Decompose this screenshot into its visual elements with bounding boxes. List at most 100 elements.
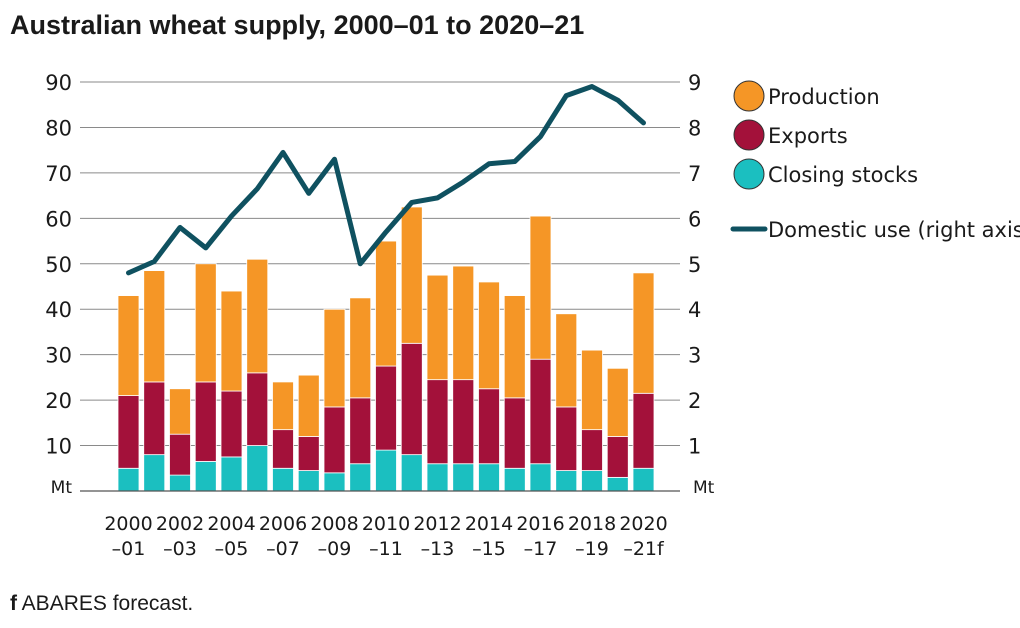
bar-closing-stocks bbox=[220, 456, 243, 492]
bar-exports bbox=[478, 388, 500, 465]
legend-swatch bbox=[733, 158, 765, 190]
bar-exports bbox=[297, 436, 320, 471]
bar-closing-stocks bbox=[349, 463, 372, 492]
bar-closing-stocks bbox=[323, 472, 346, 492]
x-tick-year: 2010 bbox=[362, 513, 410, 535]
right-tick-label: 4 bbox=[688, 298, 701, 322]
x-tick-sub: –07 bbox=[266, 538, 300, 560]
footnote-text: ABARES forecast. bbox=[17, 592, 194, 615]
bar-production bbox=[272, 381, 294, 431]
left-tick-label: 90 bbox=[45, 71, 72, 95]
legend: Production Exports Closing stocks Domestic … bbox=[730, 80, 1020, 242]
bar-exports bbox=[426, 379, 449, 465]
legend-label: Domestic use (right axis) bbox=[768, 218, 1020, 242]
bar-closing-stocks bbox=[606, 476, 629, 492]
bar-production bbox=[426, 274, 449, 381]
bar-exports bbox=[169, 433, 191, 476]
bar-production bbox=[246, 258, 269, 374]
bar-exports bbox=[117, 395, 140, 469]
x-tick-year: 2016 bbox=[516, 513, 564, 535]
bar-exports bbox=[220, 390, 243, 458]
bar-exports bbox=[581, 429, 603, 471]
bar-production bbox=[117, 295, 140, 396]
bar-exports bbox=[400, 342, 423, 456]
x-tick-sub: –15 bbox=[472, 538, 506, 560]
footnote-marker: f bbox=[10, 592, 17, 615]
bar-exports bbox=[452, 379, 475, 465]
bar-production bbox=[581, 349, 603, 431]
bar-exports bbox=[194, 381, 217, 462]
bar-closing-stocks bbox=[478, 463, 500, 492]
left-tick-label: 80 bbox=[45, 116, 72, 140]
bar-exports bbox=[272, 429, 294, 469]
bar-closing-stocks bbox=[297, 470, 320, 492]
bar-production bbox=[194, 263, 217, 383]
right-tick-label: 3 bbox=[688, 344, 701, 368]
legend-label: Closing stocks bbox=[768, 163, 918, 187]
x-tick-sub: –13 bbox=[421, 538, 455, 560]
left-tick-label: 30 bbox=[45, 344, 72, 368]
bar-closing-stocks bbox=[246, 445, 269, 492]
bar-production bbox=[478, 281, 500, 390]
right-axis-unit: Mt bbox=[693, 478, 715, 498]
x-tick-sub: –17 bbox=[524, 538, 558, 560]
x-tick-year: 2020 bbox=[619, 513, 667, 535]
bar-exports bbox=[349, 397, 372, 465]
bar-closing-stocks bbox=[426, 463, 449, 492]
x-axis-labels: 2000–012002–032004–052006–072008–092010–… bbox=[104, 513, 667, 560]
bar-closing-stocks bbox=[529, 463, 552, 492]
left-axis-unit: Mt bbox=[51, 478, 73, 498]
x-tick-year: 2004 bbox=[207, 513, 255, 535]
bar-closing-stocks bbox=[169, 474, 191, 492]
x-tick-sub: –09 bbox=[318, 538, 352, 560]
wheat-supply-chart: 10 20 30 40 50 60 70 80 90 1 2 3 4 5 6 7 8 9 Mt Mt 2000 –01 2… bbox=[45, 71, 1020, 560]
left-tick-label: 60 bbox=[45, 207, 72, 231]
bar-closing-stocks bbox=[143, 454, 166, 492]
bar-production bbox=[555, 313, 578, 408]
bar-exports bbox=[246, 372, 269, 446]
bar-closing-stocks bbox=[452, 463, 475, 492]
chart-title: Australian wheat supply, 2000–01 to 2020… bbox=[10, 10, 585, 40]
legend-label: Production bbox=[768, 85, 880, 109]
x-tick-year: 2018 bbox=[568, 513, 616, 535]
bar-production bbox=[297, 374, 320, 437]
x-tick-sub: –05 bbox=[215, 538, 249, 560]
x-tick-sub: –01 bbox=[112, 538, 146, 560]
bar-closing-stocks bbox=[375, 449, 397, 492]
bar-exports bbox=[503, 397, 526, 469]
bar-exports bbox=[555, 406, 578, 471]
bar-closing-stocks bbox=[117, 467, 140, 492]
bar-closing-stocks bbox=[503, 467, 526, 492]
bar-production bbox=[349, 297, 372, 399]
footnote: f ABARES forecast. bbox=[10, 592, 193, 616]
bar-exports bbox=[323, 406, 346, 474]
bar-production bbox=[400, 206, 423, 344]
bar-series bbox=[117, 206, 655, 492]
left-tick-label: 50 bbox=[45, 253, 72, 277]
legend-swatch bbox=[733, 80, 765, 112]
bar-closing-stocks bbox=[555, 470, 578, 492]
axes: 10 20 30 40 50 60 70 80 90 1 2 3 4 5 6 7 8 9 Mt Mt bbox=[45, 71, 714, 498]
bar-production bbox=[220, 290, 243, 392]
x-tick-year: 2002 bbox=[156, 513, 204, 535]
bar-production bbox=[503, 295, 526, 399]
domestic-use-line-group bbox=[126, 84, 646, 276]
right-tick-label: 8 bbox=[688, 116, 701, 140]
right-tick-label: 6 bbox=[688, 207, 701, 231]
left-tick-label: 10 bbox=[45, 435, 72, 459]
bar-closing-stocks bbox=[400, 454, 423, 492]
x-tick-sub: –21f bbox=[623, 538, 665, 560]
bar-production bbox=[323, 308, 346, 408]
bar-production bbox=[632, 272, 655, 394]
legend-label: Exports bbox=[768, 124, 848, 148]
bar-production bbox=[143, 270, 166, 383]
left-tick-label: 70 bbox=[45, 162, 72, 186]
right-tick-label: 7 bbox=[688, 162, 701, 186]
bar-exports bbox=[606, 436, 629, 478]
x-tick-sub: –03 bbox=[163, 538, 197, 560]
legend-swatch bbox=[733, 119, 765, 151]
bar-production bbox=[606, 367, 629, 437]
bar-production bbox=[375, 240, 397, 367]
right-tick-label: 1 bbox=[688, 435, 701, 459]
x-tick-sub: –19 bbox=[575, 538, 609, 560]
